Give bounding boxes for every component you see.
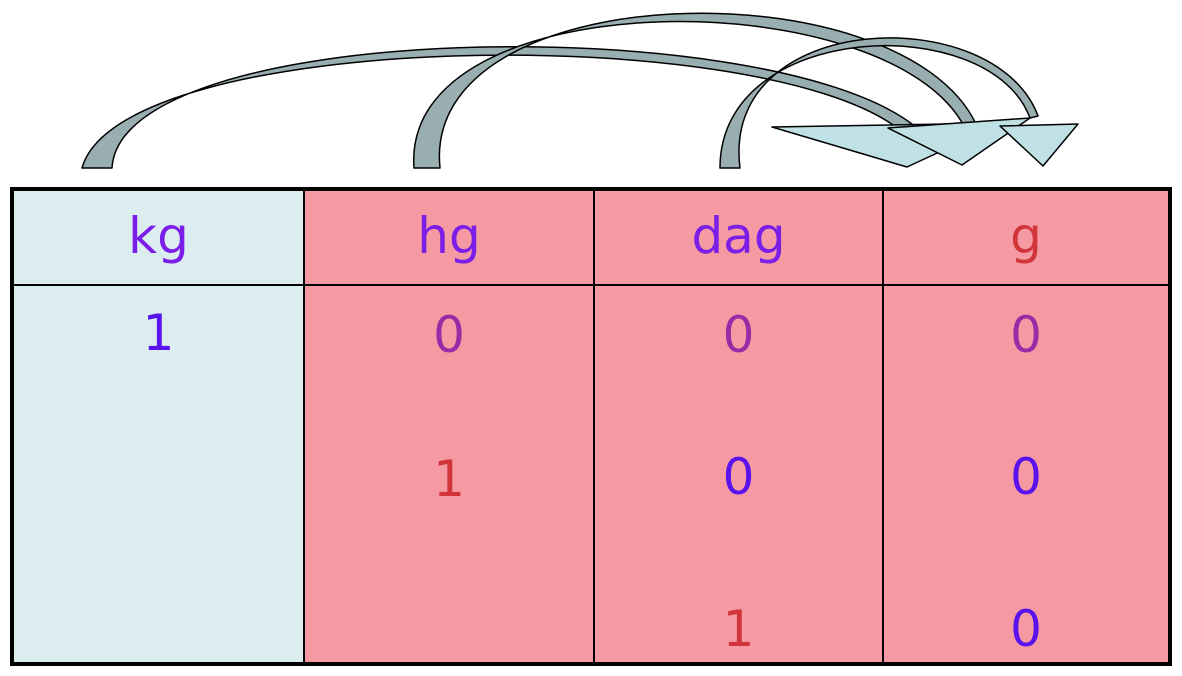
value-g-row-3: 0	[1010, 600, 1042, 658]
value-dag-row-1: 0	[722, 306, 755, 364]
unit-conversion-table: kg 1 hg 0 1 dag 0 0 1 g 0 0 0	[10, 187, 1172, 666]
header-dag: dag	[691, 207, 786, 265]
arrow-hg-to-g	[413, 12, 1031, 169]
value-g-row-2: 0	[1010, 448, 1042, 506]
column-dag: dag 0 0 1	[593, 191, 882, 662]
arrow-hg-to-g-head	[887, 117, 1031, 166]
column-g: g 0 0 0	[882, 191, 1168, 662]
arrow-dag-to-g-shaft	[719, 37, 1039, 169]
value-dag-row-3: 1	[722, 600, 755, 658]
header-divider	[14, 284, 1168, 286]
arrow-dag-to-g-head	[999, 123, 1079, 167]
value-dag-row-2: 0	[722, 448, 755, 506]
value-hg-row-2: 1	[433, 450, 465, 508]
arrow-dag-to-g	[719, 37, 1079, 169]
header-hg: hg	[417, 207, 481, 265]
arrow-kg-to-g	[81, 46, 1003, 169]
conversion-arrows	[81, 12, 1079, 169]
column-hg: hg 0 1	[303, 191, 593, 662]
column-kg: kg 1	[14, 191, 303, 662]
header-g: g	[1010, 207, 1042, 265]
header-kg: kg	[128, 207, 189, 265]
value-g-row-1: 0	[1010, 306, 1042, 364]
value-kg-row-1: 1	[142, 304, 175, 362]
value-hg-row-1: 0	[433, 306, 465, 364]
